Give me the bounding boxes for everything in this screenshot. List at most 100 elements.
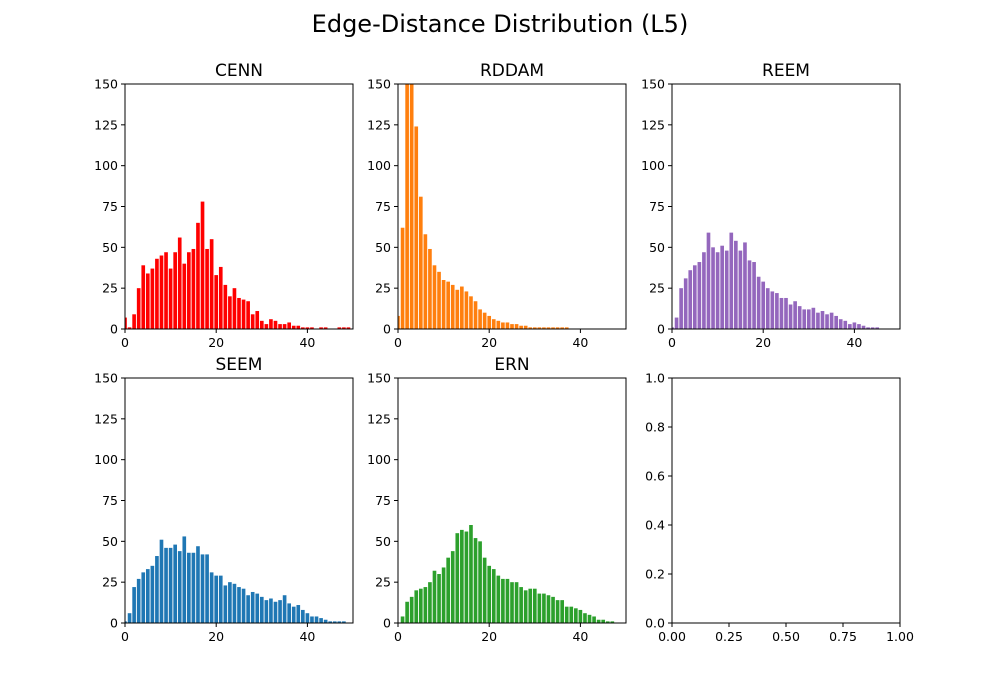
bar: [398, 315, 400, 329]
bar: [437, 574, 441, 623]
bar: [683, 278, 688, 329]
bar: [679, 288, 683, 329]
bars: [125, 201, 351, 329]
bar: [400, 227, 405, 329]
bar: [514, 582, 519, 623]
bar: [246, 301, 250, 329]
bar: [218, 266, 223, 329]
y-tick-label: 100: [94, 452, 118, 467]
bar: [291, 325, 296, 329]
bar: [564, 606, 569, 623]
bar: [519, 587, 523, 623]
subplot-grid: 0 20 40 0 25 50 75 100 125 150 CENN 0 20 40 0 25 50 75 100…: [94, 61, 914, 644]
bar: [487, 315, 492, 329]
bar: [496, 320, 501, 329]
bar: [232, 288, 237, 329]
bar: [857, 324, 861, 329]
bar: [301, 609, 305, 623]
bar: [173, 252, 177, 329]
bar: [843, 320, 848, 329]
bar: [264, 600, 269, 623]
bar: [273, 601, 278, 623]
bar: [255, 311, 260, 329]
bar: [473, 301, 478, 329]
bar: [770, 291, 775, 329]
bar: [196, 222, 200, 329]
bar: [409, 84, 414, 329]
bar: [514, 324, 519, 329]
bar: [278, 600, 282, 623]
bar: [323, 619, 328, 623]
bar: [775, 293, 779, 329]
bar: [505, 322, 510, 329]
bar: [738, 250, 743, 329]
bar: [409, 596, 414, 623]
x-tick-label: 20: [755, 335, 771, 350]
y-tick-label: 1.0: [645, 371, 665, 386]
subplot-title: SEEM: [216, 355, 263, 375]
y-tick-label: 50: [102, 240, 118, 255]
bar: [214, 275, 219, 329]
bar: [528, 588, 533, 623]
bar: [743, 242, 747, 329]
x-tick-label: 1.00: [886, 629, 914, 644]
y-tick-label: 25: [102, 281, 118, 296]
bar: [196, 546, 200, 623]
bar: [291, 606, 296, 623]
bar: [310, 616, 314, 623]
bar: [450, 284, 455, 329]
bar: [282, 595, 287, 623]
bar: [866, 327, 870, 329]
bar: [145, 273, 150, 329]
bar: [282, 324, 287, 329]
bar: [287, 603, 291, 623]
bar: [478, 309, 482, 329]
bar: [432, 265, 437, 329]
bar: [797, 306, 802, 329]
bar: [159, 539, 164, 623]
y-tick-label: 75: [375, 493, 391, 508]
bar: [838, 319, 843, 329]
bar: [551, 327, 555, 329]
bar: [601, 619, 606, 623]
bar: [273, 320, 278, 329]
bar: [537, 593, 542, 623]
bar: [310, 327, 314, 329]
x-tick-label: 0: [394, 335, 402, 350]
bar: [155, 556, 159, 623]
bar: [264, 324, 269, 329]
bar: [834, 315, 838, 329]
bar: [259, 320, 264, 329]
bar: [228, 582, 232, 623]
x-tick-label: 0.50: [772, 629, 800, 644]
bar: [779, 297, 784, 329]
bar: [150, 268, 155, 329]
bar: [546, 595, 551, 623]
bar: [141, 572, 146, 623]
bar: [228, 296, 232, 329]
bar: [473, 538, 478, 623]
bar: [706, 232, 711, 329]
y-tick-label: 50: [649, 240, 665, 255]
subplot-5: 0 20 40 0 25 50 75 100 125 150 ERN: [367, 355, 627, 644]
bar: [555, 327, 560, 329]
bar: [464, 291, 469, 329]
y-tick-label: 0: [383, 322, 391, 337]
bar: [314, 616, 319, 623]
bar: [441, 280, 446, 329]
bar: [342, 621, 346, 623]
bar: [209, 572, 214, 623]
bar: [583, 613, 587, 623]
bar: [491, 319, 496, 329]
bar: [237, 297, 241, 329]
bar: [127, 327, 132, 329]
bar: [752, 262, 756, 329]
bar: [747, 260, 752, 329]
y-tick-label: 25: [375, 281, 391, 296]
bar: [523, 590, 528, 623]
bars: [672, 232, 880, 329]
bar: [820, 311, 825, 329]
bar: [720, 245, 724, 329]
bar: [332, 621, 337, 623]
bar: [214, 575, 219, 623]
